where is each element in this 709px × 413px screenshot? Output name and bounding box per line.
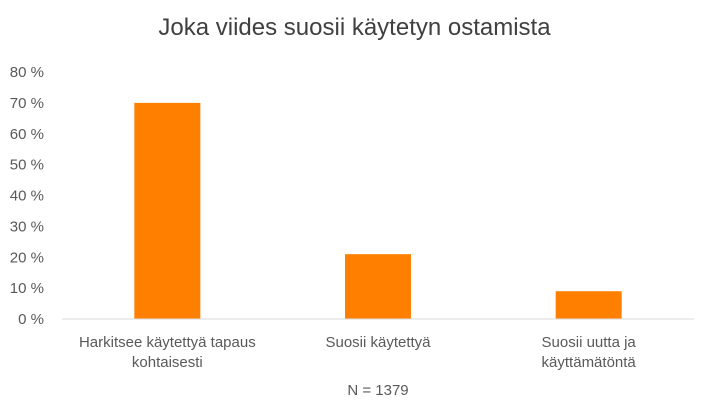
y-tick-label: 20 % bbox=[10, 249, 44, 266]
bars bbox=[134, 102, 622, 319]
y-tick-label: 80 % bbox=[10, 64, 44, 81]
y-tick-label: 70 % bbox=[10, 95, 44, 112]
y-axis-ticks: 0 % 10 % 20 % 30 % 40 % 50 % 60 % 70 % 80 % bbox=[10, 64, 44, 328]
y-tick-label: 40 % bbox=[10, 188, 44, 205]
y-tick-label: 60 % bbox=[10, 126, 44, 143]
x-axis-ticks: Harkitsee käytettyä tapaus kohtaisesti Suo… bbox=[79, 334, 636, 371]
x-tick-label: Suosii uutta ja käyttämätöntä bbox=[542, 334, 637, 371]
bar bbox=[134, 102, 201, 319]
y-tick-label: 30 % bbox=[10, 218, 44, 235]
y-tick-label: 50 % bbox=[10, 157, 44, 174]
y-tick-label: 0 % bbox=[18, 311, 44, 328]
y-tick-label: 10 % bbox=[10, 280, 44, 297]
bar bbox=[555, 291, 622, 319]
sample-size-label: N = 1379 bbox=[347, 382, 409, 399]
chart-title: Joka viides suosii käytetyn ostamista bbox=[158, 14, 551, 41]
x-tick-label: Suosii käytettyä bbox=[325, 334, 431, 351]
bar bbox=[345, 254, 411, 319]
x-tick-label: Harkitsee käytettyä tapaus kohtaisesti bbox=[79, 334, 256, 371]
